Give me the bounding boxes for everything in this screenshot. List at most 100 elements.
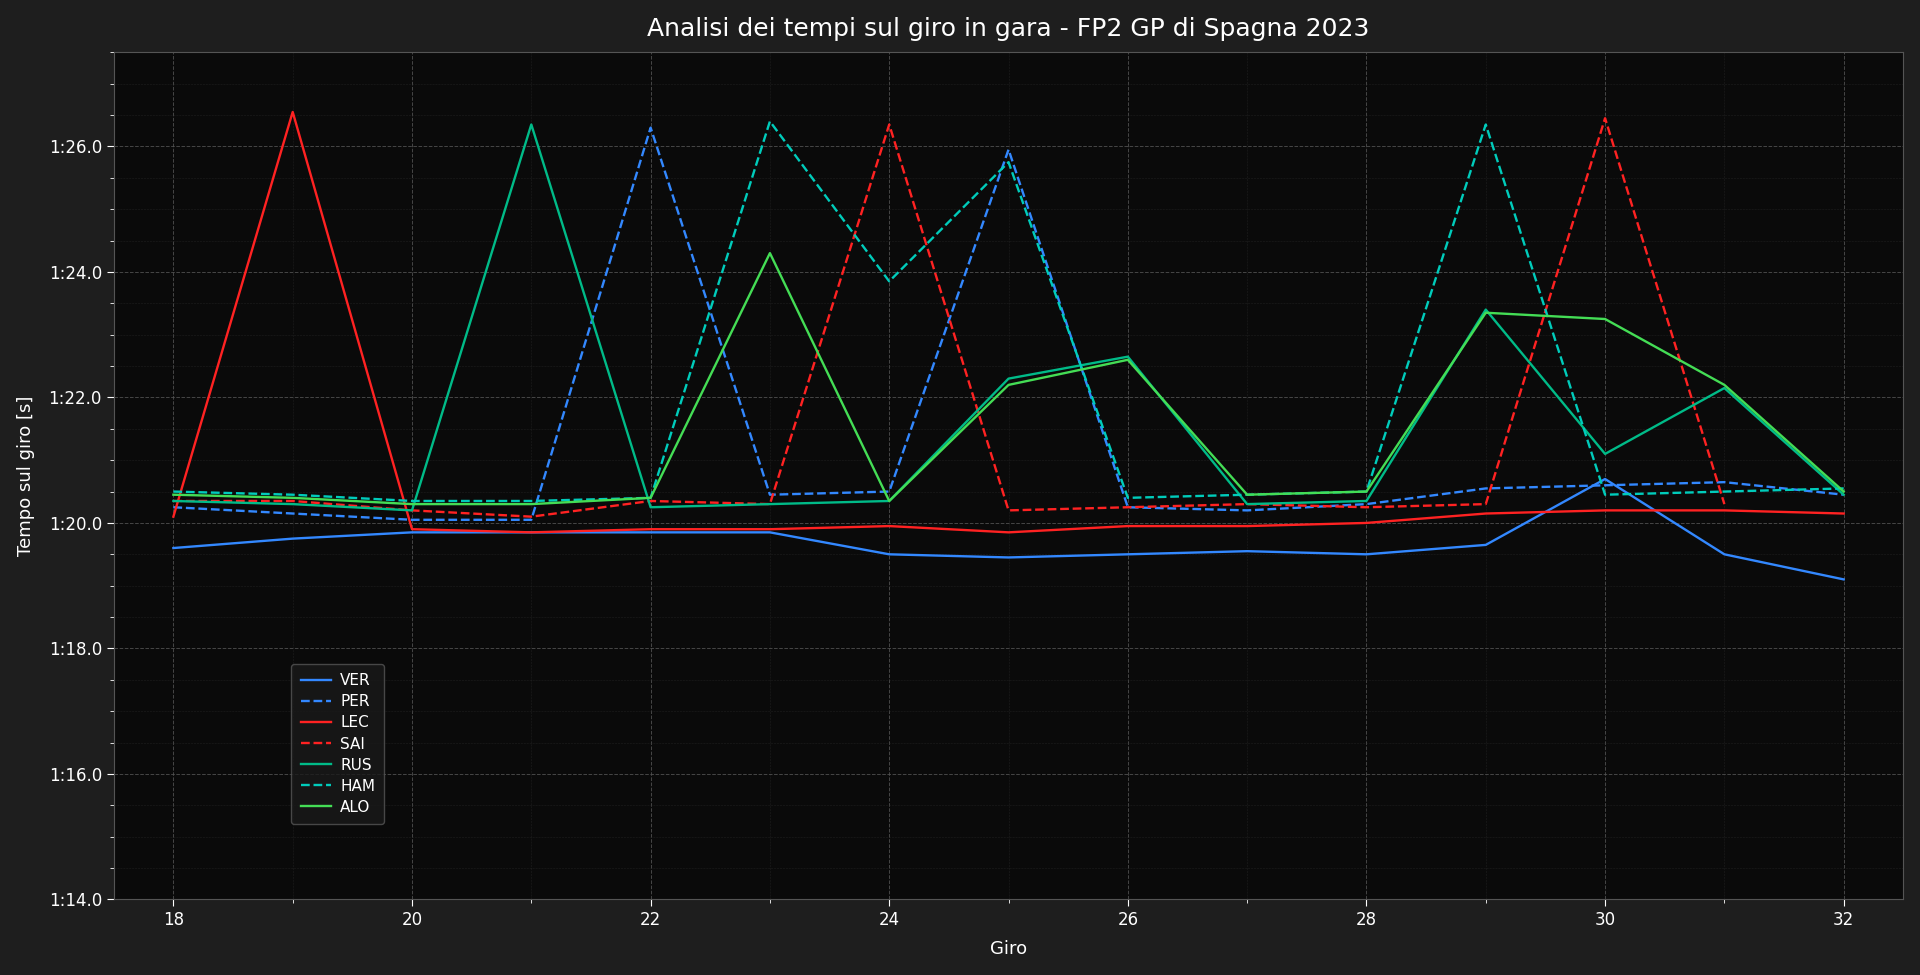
PER	[161, 501, 184, 513]
LEC	[639, 524, 662, 535]
SAI	[639, 495, 662, 507]
PER	[758, 488, 781, 500]
SAI	[1594, 112, 1617, 124]
VER	[877, 549, 900, 561]
ALO	[1475, 307, 1498, 319]
PER	[639, 122, 662, 134]
SAI	[280, 495, 303, 507]
VER	[1594, 473, 1617, 485]
RUS	[1475, 304, 1498, 316]
ALO	[1713, 379, 1736, 391]
Line: PER: PER	[173, 128, 1843, 520]
LEC	[1713, 504, 1736, 516]
HAM	[1356, 486, 1379, 497]
HAM	[1236, 488, 1260, 500]
Legend: VER, PER, LEC, SAI, RUS, HAM, ALO: VER, PER, LEC, SAI, RUS, HAM, ALO	[292, 664, 384, 824]
VER	[280, 532, 303, 544]
SAI	[1236, 498, 1260, 510]
HAM	[877, 276, 900, 288]
LEC	[996, 526, 1020, 538]
RUS	[877, 495, 900, 507]
RUS	[996, 372, 1020, 384]
ALO	[1832, 486, 1855, 497]
Line: HAM: HAM	[173, 121, 1843, 501]
ALO	[639, 492, 662, 504]
VER	[1832, 573, 1855, 585]
HAM	[1713, 486, 1736, 497]
PER	[1832, 488, 1855, 500]
HAM	[758, 115, 781, 127]
X-axis label: Giro: Giro	[991, 940, 1027, 958]
RUS	[401, 504, 424, 516]
HAM	[401, 495, 424, 507]
PER	[401, 514, 424, 526]
RUS	[520, 119, 543, 131]
VER	[520, 526, 543, 538]
PER	[280, 508, 303, 520]
PER	[996, 143, 1020, 155]
VER	[1475, 539, 1498, 551]
RUS	[758, 498, 781, 510]
LEC	[1594, 504, 1617, 516]
HAM	[1116, 492, 1139, 504]
LEC	[1116, 521, 1139, 532]
Line: VER: VER	[173, 479, 1843, 579]
ALO	[1356, 486, 1379, 497]
Y-axis label: Tempo sul giro [s]: Tempo sul giro [s]	[17, 396, 35, 556]
SAI	[996, 504, 1020, 516]
VER	[639, 526, 662, 538]
HAM	[1832, 483, 1855, 494]
PER	[1475, 483, 1498, 494]
HAM	[280, 488, 303, 500]
PER	[1236, 504, 1260, 516]
SAI	[520, 511, 543, 523]
ALO	[401, 498, 424, 510]
SAI	[1356, 501, 1379, 513]
Line: LEC: LEC	[173, 112, 1843, 532]
Line: RUS: RUS	[173, 125, 1843, 510]
Line: ALO: ALO	[173, 254, 1843, 504]
LEC	[1236, 521, 1260, 532]
RUS	[1356, 495, 1379, 507]
ALO	[877, 495, 900, 507]
RUS	[1832, 488, 1855, 500]
SAI	[1475, 498, 1498, 510]
SAI	[758, 498, 781, 510]
LEC	[1832, 508, 1855, 520]
PER	[1356, 498, 1379, 510]
SAI	[401, 504, 424, 516]
PER	[877, 486, 900, 497]
VER	[161, 542, 184, 554]
Title: Analisi dei tempi sul giro in gara - FP2 GP di Spagna 2023: Analisi dei tempi sul giro in gara - FP2…	[647, 17, 1369, 41]
ALO	[758, 248, 781, 259]
ALO	[1594, 313, 1617, 325]
ALO	[1236, 488, 1260, 500]
ALO	[161, 488, 184, 500]
HAM	[1594, 488, 1617, 500]
LEC	[758, 524, 781, 535]
SAI	[1116, 501, 1139, 513]
RUS	[1594, 448, 1617, 460]
SAI	[877, 119, 900, 131]
HAM	[1475, 119, 1498, 131]
LEC	[280, 106, 303, 118]
RUS	[161, 495, 184, 507]
LEC	[1356, 517, 1379, 528]
ALO	[996, 379, 1020, 391]
VER	[1116, 549, 1139, 561]
HAM	[520, 495, 543, 507]
RUS	[280, 498, 303, 510]
PER	[520, 514, 543, 526]
PER	[1713, 477, 1736, 488]
HAM	[996, 156, 1020, 168]
LEC	[1475, 508, 1498, 520]
PER	[1594, 480, 1617, 491]
HAM	[161, 486, 184, 497]
ALO	[280, 492, 303, 504]
VER	[401, 526, 424, 538]
ALO	[520, 498, 543, 510]
RUS	[1713, 382, 1736, 394]
LEC	[401, 524, 424, 535]
VER	[1713, 549, 1736, 561]
VER	[758, 526, 781, 538]
